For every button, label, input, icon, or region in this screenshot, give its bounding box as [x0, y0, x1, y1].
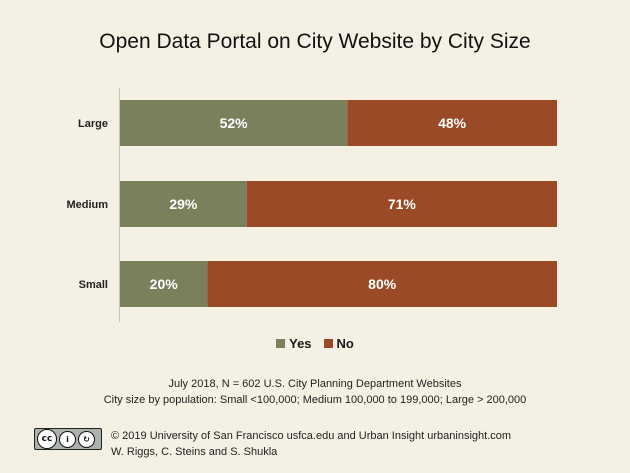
legend-item-no: No	[323, 336, 354, 351]
bar-medium-yes	[120, 181, 247, 227]
cc-icon: cc	[37, 429, 57, 449]
legend: Yes No	[0, 336, 630, 351]
bar-large-no	[347, 100, 557, 146]
source-note: July 2018, N = 602 U.S. City Planning De…	[168, 378, 462, 390]
data-label-medium-yes: 29%	[169, 196, 198, 212]
cc-license-badge: cc i ↻	[34, 428, 102, 450]
data-label-small-no: 80%	[368, 276, 397, 292]
data-label-medium-no: 71%	[388, 196, 417, 212]
data-label-large-yes: 52%	[220, 115, 249, 131]
copyright-text: © 2019 University of San Francisco usfca…	[111, 430, 512, 442]
chart-title: Open Data Portal on City Website by City…	[99, 30, 531, 53]
bar-small-no	[207, 261, 557, 307]
category-label-medium: Medium	[66, 199, 108, 211]
legend-label-yes: Yes	[289, 336, 312, 351]
legend-swatch-no	[323, 339, 333, 348]
category-label-large: Large	[78, 118, 108, 130]
sa-icon: ↻	[78, 430, 95, 448]
bar-medium-no	[246, 181, 558, 227]
category-label-small: Small	[79, 279, 108, 291]
legend-swatch-yes	[276, 339, 286, 348]
data-label-large-no: 48%	[438, 115, 467, 131]
bar-large-yes	[120, 100, 348, 146]
legend-label-no: No	[336, 336, 354, 351]
population-note: City size by population: Small <100,000;…	[103, 394, 527, 406]
legend-item-yes: Yes	[276, 336, 312, 351]
authors-text: W. Riggs, C. Steins and S. Shukla	[111, 446, 278, 458]
by-icon: i	[59, 430, 76, 448]
bar-small-yes	[120, 261, 208, 307]
data-label-small-yes: 20%	[150, 276, 179, 292]
bar-chart: Large 52% 48% Medium 29% 71% Small 20% 80%	[66, 88, 558, 322]
